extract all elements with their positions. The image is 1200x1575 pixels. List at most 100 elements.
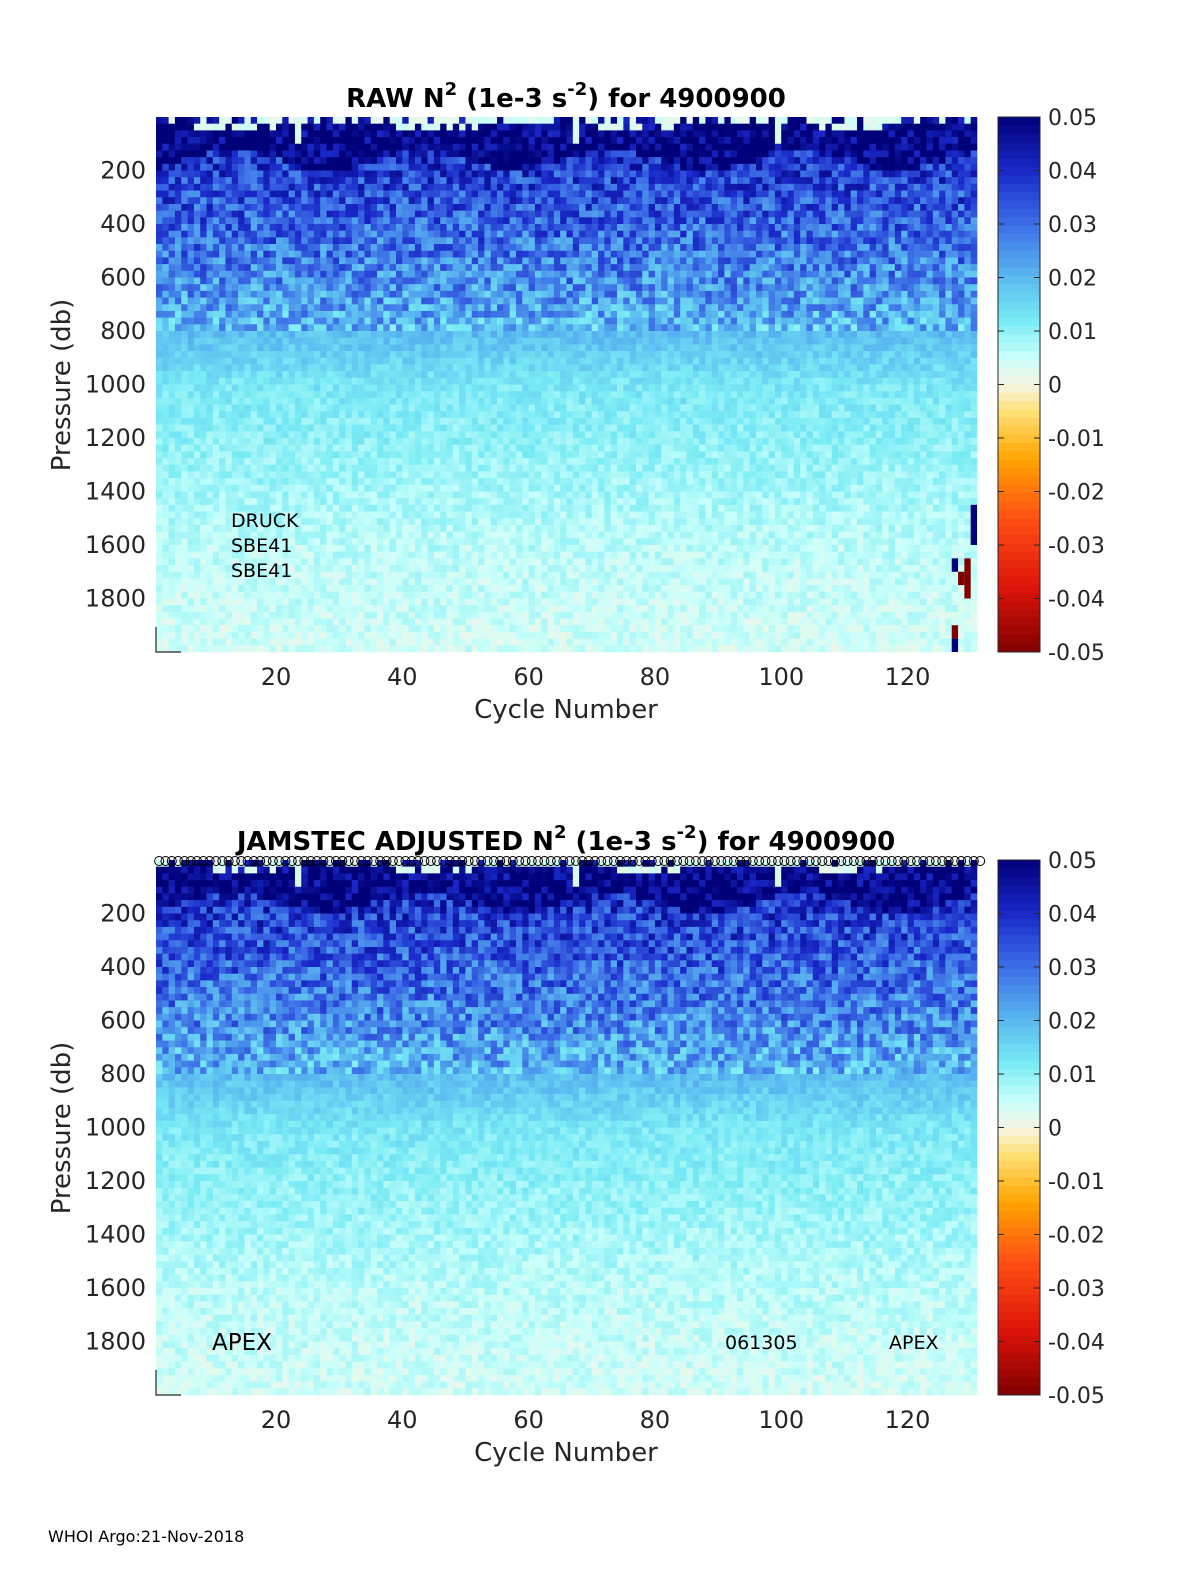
heatmap-cell: [339, 471, 346, 478]
heatmap-cell: [440, 358, 447, 365]
heatmap-cell: [238, 378, 245, 385]
heatmap-cell: [503, 171, 510, 178]
heatmap-cell: [244, 492, 251, 499]
heatmap-cell: [447, 291, 454, 298]
heatmap-cell: [415, 298, 422, 305]
heatmap-cell: [200, 318, 207, 325]
heatmap-cell: [327, 612, 334, 619]
heatmap-cell: [244, 425, 251, 432]
heatmap-cell: [478, 150, 485, 157]
heatmap-cell: [465, 291, 472, 298]
heatmap-cell: [440, 512, 447, 519]
heatmap-cell: [358, 612, 365, 619]
heatmap-cell: [282, 371, 289, 378]
heatmap-cell: [396, 237, 403, 244]
heatmap-cell: [225, 311, 232, 318]
heatmap-cell: [421, 324, 428, 331]
heatmap-cell: [358, 572, 365, 579]
heatmap-cell: [415, 338, 422, 345]
heatmap-cell: [339, 291, 346, 298]
heatmap-cell: [478, 171, 485, 178]
heatmap-cell: [238, 251, 245, 258]
heatmap-cell: [194, 318, 201, 325]
heatmap-cell: [295, 331, 302, 338]
heatmap-cell: [352, 157, 359, 164]
heatmap-cell: [327, 117, 334, 124]
heatmap-cell: [345, 130, 352, 137]
heatmap-cell: [270, 298, 277, 305]
heatmap-cell: [238, 184, 245, 191]
heatmap-cell: [320, 137, 327, 144]
heatmap-cell: [219, 572, 226, 579]
heatmap-cell: [396, 298, 403, 305]
heatmap-cell: [251, 605, 258, 612]
heatmap-cell: [421, 184, 428, 191]
heatmap-cell: [238, 124, 245, 131]
heatmap-cell: [409, 431, 416, 438]
heatmap-cell: [503, 639, 510, 646]
heatmap-cell: [219, 532, 226, 539]
heatmap-cell: [402, 398, 409, 405]
heatmap-cell: [276, 391, 283, 398]
heatmap-cell: [207, 144, 214, 151]
heatmap-cell: [333, 204, 340, 211]
heatmap-cell: [244, 150, 251, 157]
heatmap-cell: [453, 645, 460, 652]
heatmap-cell: [339, 639, 346, 646]
heatmap-cell: [289, 465, 296, 472]
heatmap-cell: [181, 251, 188, 258]
heatmap-cell: [377, 284, 384, 291]
heatmap-cell: [465, 438, 472, 445]
heatmap-cell: [320, 311, 327, 318]
heatmap-cell: [453, 244, 460, 251]
heatmap-cell: [314, 338, 321, 345]
heatmap-cell: [188, 157, 195, 164]
heatmap-cell: [308, 471, 315, 478]
heatmap-cell: [402, 538, 409, 545]
heatmap-cell: [181, 304, 188, 311]
heatmap-cell: [447, 518, 454, 525]
heatmap-cell: [276, 645, 283, 652]
heatmap-cell: [371, 391, 378, 398]
heatmap-cell: [447, 538, 454, 545]
heatmap-cell: [383, 244, 390, 251]
heatmap-cell: [162, 197, 169, 204]
heatmap-cell: [169, 431, 176, 438]
heatmap-cell: [447, 338, 454, 345]
heatmap-cell: [497, 619, 504, 626]
heatmap-cell: [409, 117, 416, 124]
heatmap-cell: [472, 291, 479, 298]
heatmap-cell: [428, 492, 435, 499]
heatmap-cell: [263, 364, 270, 371]
heatmap-cell: [289, 257, 296, 264]
heatmap-cell: [238, 311, 245, 318]
heatmap-cell: [535, 538, 542, 545]
heatmap-cell: [377, 625, 384, 632]
heatmap-cell: [535, 351, 542, 358]
heatmap-cell: [244, 204, 251, 211]
heatmap-cell: [383, 431, 390, 438]
heatmap-cell: [383, 471, 390, 478]
heatmap-cell: [497, 585, 504, 592]
heatmap-cell: [295, 438, 302, 445]
heatmap-cell: [472, 304, 479, 311]
heatmap-cell: [535, 405, 542, 412]
heatmap-cell: [415, 411, 422, 418]
heatmap-cell: [440, 465, 447, 472]
heatmap-cell: [364, 344, 371, 351]
heatmap-cell: [339, 405, 346, 412]
heatmap-cell: [169, 318, 176, 325]
heatmap-cell: [428, 351, 435, 358]
heatmap-cell: [529, 498, 536, 505]
heatmap-cell: [535, 324, 542, 331]
heatmap-cell: [345, 398, 352, 405]
heatmap-cell: [200, 391, 207, 398]
heatmap-cell: [207, 278, 214, 285]
heatmap-cell: [333, 498, 340, 505]
heatmap-cell: [358, 171, 365, 178]
heatmap-cell: [484, 405, 491, 412]
heatmap-cell: [428, 552, 435, 559]
heatmap-cell: [263, 318, 270, 325]
heatmap-cell: [339, 625, 346, 632]
heatmap-cell: [162, 318, 169, 325]
